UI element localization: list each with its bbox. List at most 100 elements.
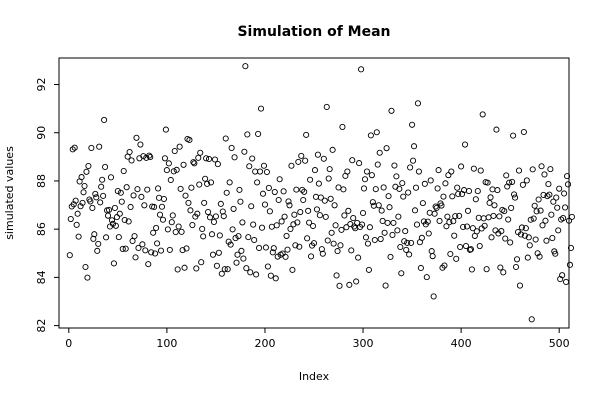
data-point (424, 218, 431, 225)
data-point (500, 269, 507, 276)
data-point (215, 249, 222, 256)
data-point (243, 265, 250, 272)
data-point (528, 316, 535, 323)
data-point (98, 183, 105, 190)
x-tick-label: 100 (156, 337, 177, 350)
plot-frame (58, 57, 570, 329)
data-point (310, 240, 318, 247)
data-point (90, 235, 97, 242)
data-point (562, 204, 569, 211)
data-point (258, 224, 266, 231)
data-point (140, 153, 147, 160)
data-point (374, 161, 381, 168)
data-point (151, 203, 158, 211)
data-point (284, 246, 291, 253)
data-point (366, 224, 373, 231)
data-point (107, 174, 115, 181)
data-point (85, 162, 92, 170)
data-point (91, 231, 98, 238)
data-point (452, 213, 459, 220)
data-point (252, 168, 259, 175)
data-point (221, 266, 228, 273)
data-point (246, 163, 253, 170)
data-point (121, 216, 128, 224)
data-point (188, 184, 195, 191)
data-point (322, 213, 329, 220)
data-point (231, 154, 238, 161)
data-point (99, 176, 106, 183)
data-point (299, 186, 306, 193)
data-point (130, 192, 137, 199)
y-tick-label: 92 (35, 78, 48, 92)
data-point (556, 185, 563, 192)
data-point (176, 143, 183, 150)
x-tick-label: 400 (451, 337, 472, 350)
data-point (410, 143, 418, 150)
data-point (93, 194, 100, 201)
data-point (313, 206, 320, 213)
data-point (240, 255, 247, 262)
data-point (568, 213, 575, 220)
data-point (314, 151, 321, 158)
data-point (276, 176, 283, 183)
data-point (164, 226, 171, 233)
data-point (390, 219, 397, 226)
data-point (67, 215, 74, 223)
data-point (555, 227, 562, 234)
data-point (365, 266, 372, 273)
data-point (239, 219, 246, 226)
data-point (356, 160, 363, 167)
data-point (194, 210, 201, 217)
data-point (450, 218, 457, 225)
data-point (515, 167, 523, 174)
data-point (187, 207, 194, 214)
data-point (257, 168, 264, 175)
data-point (242, 63, 249, 70)
data-point (463, 223, 471, 230)
data-point (249, 155, 256, 162)
data-point (387, 253, 394, 260)
data-point (87, 198, 94, 205)
x-tick-label: 500 (549, 337, 570, 350)
data-point (179, 247, 186, 254)
data-point (97, 199, 104, 206)
data-point (563, 173, 571, 180)
data-point (208, 231, 216, 238)
data-point (389, 231, 396, 238)
data-point (153, 224, 160, 232)
data-point (432, 203, 439, 210)
data-point (484, 179, 491, 186)
data-point (413, 221, 421, 228)
data-point (396, 185, 403, 192)
data-point (407, 164, 414, 171)
data-point (307, 176, 314, 183)
data-point (118, 198, 125, 205)
data-point (367, 132, 374, 139)
data-point (273, 222, 280, 229)
data-point (94, 247, 101, 254)
data-point (532, 236, 539, 243)
data-point (155, 194, 163, 201)
data-point (348, 247, 355, 254)
data-point (386, 204, 393, 211)
data-point (403, 246, 410, 253)
data-point (211, 156, 218, 163)
data-point (353, 278, 360, 285)
data-point (337, 242, 344, 249)
data-point (78, 174, 85, 181)
data-point (141, 202, 148, 209)
data-point (205, 208, 212, 216)
data-point (409, 121, 416, 128)
data-point (293, 186, 300, 193)
data-point (561, 190, 568, 197)
data-point (370, 202, 377, 209)
data-point (543, 237, 550, 244)
data-point (340, 186, 347, 193)
data-point (399, 180, 406, 187)
data-point (441, 262, 448, 269)
data-point (448, 168, 455, 175)
data-point (369, 199, 376, 206)
data-point (114, 188, 121, 195)
data-point (108, 217, 116, 224)
data-point (445, 172, 452, 179)
